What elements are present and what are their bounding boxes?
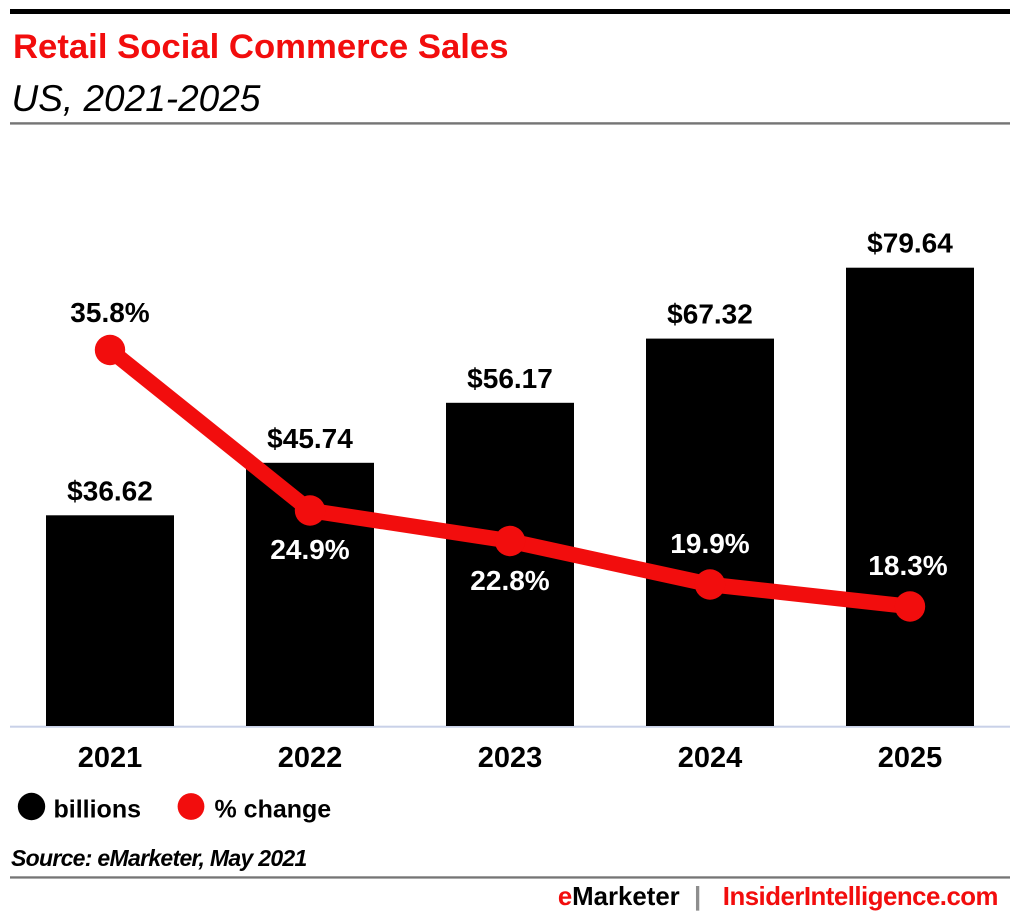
svg-text:Retail Social Commerce Sales: Retail Social Commerce Sales xyxy=(13,28,509,66)
svg-text:18.3%: 18.3% xyxy=(868,550,947,581)
svg-text:2023: 2023 xyxy=(478,742,543,774)
svg-text:$56.17: $56.17 xyxy=(467,363,553,394)
svg-text:22.8%: 22.8% xyxy=(470,565,549,596)
svg-text:35.8%: 35.8% xyxy=(70,297,149,328)
svg-text:2021: 2021 xyxy=(78,742,143,774)
svg-text:2022: 2022 xyxy=(278,742,343,774)
svg-text:19.9%: 19.9% xyxy=(670,528,749,559)
svg-text:$45.74: $45.74 xyxy=(267,423,353,454)
svg-text:2025: 2025 xyxy=(878,742,943,774)
svg-text:$36.62: $36.62 xyxy=(67,476,153,507)
svg-text:2024: 2024 xyxy=(678,742,743,774)
svg-text:US, 2021-2025: US, 2021-2025 xyxy=(12,78,261,119)
svg-text:% change: % change xyxy=(215,796,332,824)
svg-text:billions: billions xyxy=(54,796,142,824)
svg-text:eMarketer | InsiderIntellig: eMarketer | InsiderIntelligence.com xyxy=(558,883,998,911)
svg-text:24.9%: 24.9% xyxy=(270,534,349,565)
svg-text:$67.32: $67.32 xyxy=(667,299,753,330)
svg-text:Source: eMarketer, May 2021: Source: eMarketer, May 2021 xyxy=(11,845,307,871)
svg-text:$79.64: $79.64 xyxy=(867,228,953,259)
